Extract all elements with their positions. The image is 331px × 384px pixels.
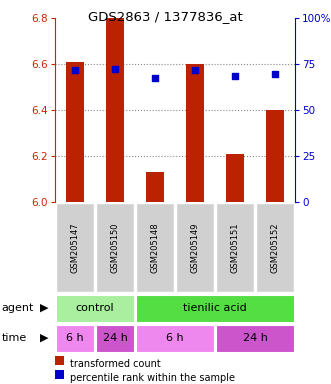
Bar	[186, 64, 204, 202]
Bar	[66, 62, 84, 202]
Bar	[146, 172, 164, 202]
Bar	[55, 370, 64, 379]
Text: GDS2863 / 1377836_at: GDS2863 / 1377836_at	[88, 10, 243, 23]
Bar	[96, 324, 134, 351]
Bar	[176, 203, 214, 292]
Bar	[136, 295, 294, 321]
Bar	[226, 154, 244, 202]
Bar	[106, 18, 124, 202]
Bar	[55, 356, 64, 366]
Text: control: control	[76, 303, 114, 313]
Text: 24 h: 24 h	[103, 333, 127, 343]
Bar	[96, 203, 134, 292]
Text: GSM205148: GSM205148	[151, 222, 160, 273]
Text: GSM205149: GSM205149	[191, 222, 200, 273]
Text: GSM205150: GSM205150	[111, 222, 119, 273]
Text: GSM205152: GSM205152	[270, 222, 279, 273]
Bar	[56, 203, 94, 292]
Text: percentile rank within the sample: percentile rank within the sample	[70, 373, 235, 383]
Point	[192, 67, 198, 73]
Point	[72, 67, 78, 73]
Text: GSM205151: GSM205151	[230, 222, 240, 273]
Text: ▶: ▶	[40, 333, 49, 343]
Text: transformed count: transformed count	[70, 359, 161, 369]
Bar	[216, 324, 294, 351]
Text: 6 h: 6 h	[166, 333, 184, 343]
Bar	[256, 203, 294, 292]
Point	[152, 75, 158, 81]
Bar	[216, 203, 254, 292]
Bar	[56, 295, 134, 321]
Text: time: time	[2, 333, 27, 343]
Text: agent: agent	[2, 303, 34, 313]
Text: tienilic acid: tienilic acid	[183, 303, 247, 313]
Bar	[136, 203, 174, 292]
Point	[112, 66, 118, 72]
Point	[272, 71, 278, 78]
Text: 6 h: 6 h	[66, 333, 84, 343]
Bar	[136, 324, 214, 351]
Text: GSM205147: GSM205147	[71, 222, 79, 273]
Point	[232, 73, 238, 79]
Text: ▶: ▶	[40, 303, 49, 313]
Bar	[266, 110, 284, 202]
Text: 24 h: 24 h	[243, 333, 267, 343]
Bar	[56, 324, 94, 351]
